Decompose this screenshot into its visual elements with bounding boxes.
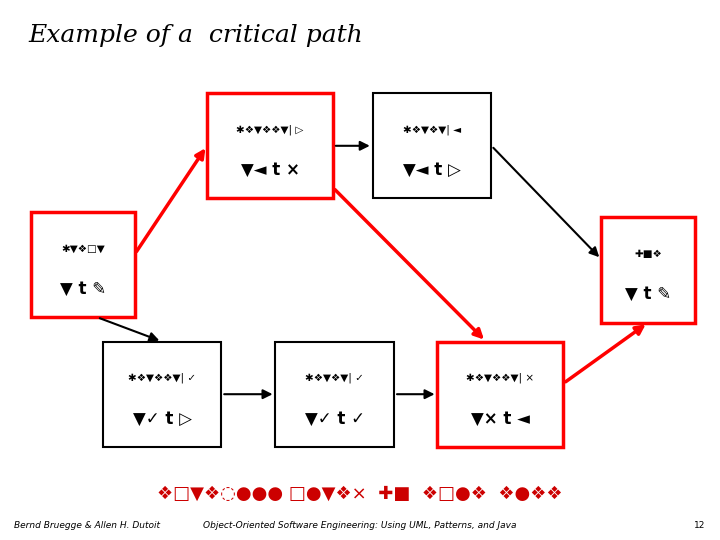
Text: ▼× t ◄: ▼× t ◄	[471, 409, 530, 428]
Text: ▼✓ t ▷: ▼✓ t ▷	[132, 409, 192, 428]
Text: ✱❖▼❖❖▼| ▷: ✱❖▼❖❖▼| ▷	[236, 124, 304, 135]
Text: ✱❖▼❖▼| ✓: ✱❖▼❖▼| ✓	[305, 373, 364, 383]
Text: ✱❖▼❖▼| ◄: ✱❖▼❖▼| ◄	[403, 124, 461, 135]
Bar	[601, 217, 695, 322]
Text: ❖□▼❖◌●●● □●▼❖×  ✚■  ❖□●❖  ❖●❖❖: ❖□▼❖◌●●● □●▼❖× ✚■ ❖□●❖ ❖●❖❖	[157, 485, 563, 503]
Bar	[275, 341, 394, 447]
Text: 12: 12	[694, 521, 706, 530]
Text: ▼◄ t ×: ▼◄ t ×	[240, 161, 300, 179]
Text: ▼✓ t ✓: ▼✓ t ✓	[305, 409, 365, 428]
Bar	[207, 93, 333, 199]
Bar	[373, 93, 491, 199]
Text: ▼ t ✎: ▼ t ✎	[625, 285, 671, 303]
Bar	[438, 341, 563, 447]
Text: Example of a  critical path: Example of a critical path	[29, 24, 364, 48]
Bar	[31, 212, 135, 317]
Text: ✱❖▼❖❖▼| ×: ✱❖▼❖❖▼| ×	[467, 373, 534, 383]
Text: ▼◄ t ▷: ▼◄ t ▷	[403, 161, 461, 179]
Text: ✱▼❖□▼: ✱▼❖□▼	[61, 244, 104, 253]
Text: ✚■❖: ✚■❖	[634, 249, 662, 259]
Text: ✱❖▼❖❖▼| ✓: ✱❖▼❖❖▼| ✓	[128, 373, 196, 383]
Bar	[103, 341, 222, 447]
Text: Bernd Bruegge & Allen H. Dutoit: Bernd Bruegge & Allen H. Dutoit	[14, 521, 161, 530]
Text: Object-Oriented Software Engineering: Using UML, Patterns, and Java: Object-Oriented Software Engineering: Us…	[203, 521, 517, 530]
Text: ▼ t ✎: ▼ t ✎	[60, 280, 106, 298]
